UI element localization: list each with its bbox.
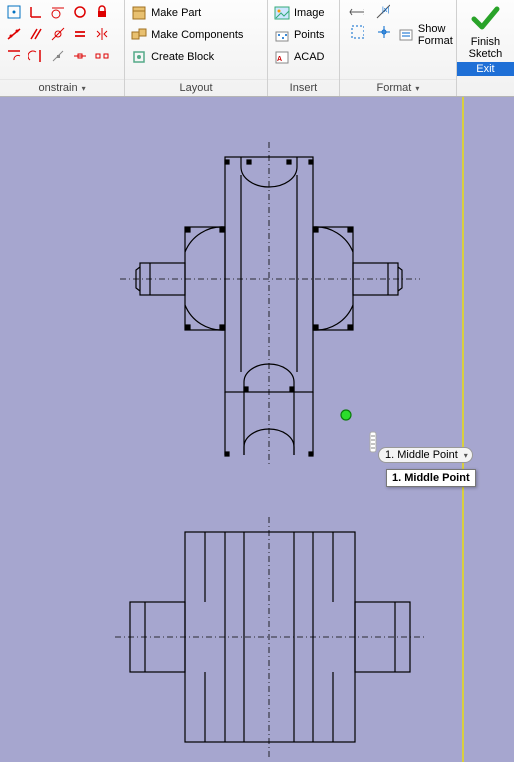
constraint-tangent-icon[interactable] bbox=[48, 2, 68, 22]
check-icon bbox=[469, 2, 501, 34]
sketch-drawing bbox=[0, 97, 514, 762]
panel-layout: Make Part Make Components Create Block L… bbox=[125, 0, 268, 96]
ribbon: onstrain Make Part Make Components Creat… bbox=[0, 0, 514, 97]
constraint-midpoint-icon[interactable] bbox=[70, 46, 90, 66]
panel-title-layout: Layout bbox=[125, 79, 267, 96]
centerlines-upper bbox=[120, 142, 420, 467]
point-icon[interactable] bbox=[372, 22, 392, 42]
paper-edge bbox=[462, 97, 464, 762]
selection-dropdown[interactable]: 1. Middle Point bbox=[378, 447, 473, 463]
panel-title-exit: Exit bbox=[457, 62, 514, 76]
panel-title-constrain[interactable]: onstrain bbox=[0, 79, 124, 96]
sketch-canvas[interactable]: 1. Middle Point 1. Middle Point bbox=[0, 97, 514, 762]
make-part-button[interactable]: Make Part bbox=[129, 2, 263, 24]
constraint-parallel-icon[interactable] bbox=[26, 24, 46, 44]
constraint-collinear-icon[interactable] bbox=[4, 24, 24, 44]
insert-image-label: Image bbox=[294, 7, 325, 19]
insert-image-button[interactable]: Image bbox=[272, 2, 335, 24]
panel-format: |x| Show Format Format bbox=[340, 0, 457, 96]
insert-acad-button[interactable]: A ACAD bbox=[272, 46, 335, 68]
snap-point-marker bbox=[341, 410, 351, 420]
constraint-horizontal-icon[interactable] bbox=[4, 46, 24, 66]
panel-title-format[interactable]: Format bbox=[340, 79, 456, 96]
show-format-button[interactable]: Show Format bbox=[396, 24, 455, 46]
constraint-symmetric-icon[interactable] bbox=[92, 24, 112, 44]
finish-sketch-button[interactable]: Finish Sketch bbox=[457, 0, 514, 62]
constraint-lock-icon[interactable] bbox=[92, 2, 112, 22]
panel-title-insert: Insert bbox=[268, 79, 339, 96]
finish-label-1: Finish bbox=[469, 36, 503, 48]
constrain-icons bbox=[4, 2, 120, 68]
constraint-concentric-icon[interactable] bbox=[48, 24, 68, 44]
constraint-equal-icon[interactable] bbox=[70, 24, 90, 44]
create-block-label: Create Block bbox=[151, 51, 214, 63]
driven-dimension-icon[interactable] bbox=[346, 2, 366, 22]
finish-label-2: Sketch bbox=[469, 48, 503, 60]
centerlines-lower bbox=[115, 517, 425, 757]
constraint-smooth-icon[interactable] bbox=[70, 2, 90, 22]
svg-text:|x|: |x| bbox=[382, 7, 389, 14]
make-components-label: Make Components bbox=[151, 29, 243, 41]
tooltip: 1. Middle Point bbox=[386, 469, 476, 487]
svg-text:A: A bbox=[277, 56, 282, 63]
make-components-button[interactable]: Make Components bbox=[129, 24, 263, 46]
construction-icon[interactable] bbox=[346, 22, 366, 42]
selection-label: 1. Middle Point bbox=[385, 449, 458, 461]
create-block-button[interactable]: Create Block bbox=[129, 46, 263, 68]
panel-constrain: onstrain bbox=[0, 0, 125, 96]
centerline-icon[interactable]: |x| bbox=[372, 2, 392, 22]
insert-acad-label: ACAD bbox=[294, 51, 325, 63]
insert-points-button[interactable]: Points bbox=[272, 24, 335, 46]
insert-points-label: Points bbox=[294, 29, 325, 41]
constraint-pattern-icon[interactable] bbox=[92, 46, 112, 66]
constraint-fix-icon[interactable] bbox=[48, 46, 68, 66]
constraint-perpendicular-icon[interactable] bbox=[26, 2, 46, 22]
make-part-label: Make Part bbox=[151, 7, 201, 19]
panel-exit: Finish Sketch Exit bbox=[457, 0, 514, 96]
panel-insert: Image Points A ACAD Insert bbox=[268, 0, 340, 96]
constraint-coincident-icon[interactable] bbox=[4, 2, 24, 22]
slider-handle bbox=[370, 432, 376, 452]
constraint-vertical-icon[interactable] bbox=[26, 46, 46, 66]
show-format-label: Show Format bbox=[418, 23, 453, 47]
tooltip-text: 1. Middle Point bbox=[392, 472, 470, 484]
